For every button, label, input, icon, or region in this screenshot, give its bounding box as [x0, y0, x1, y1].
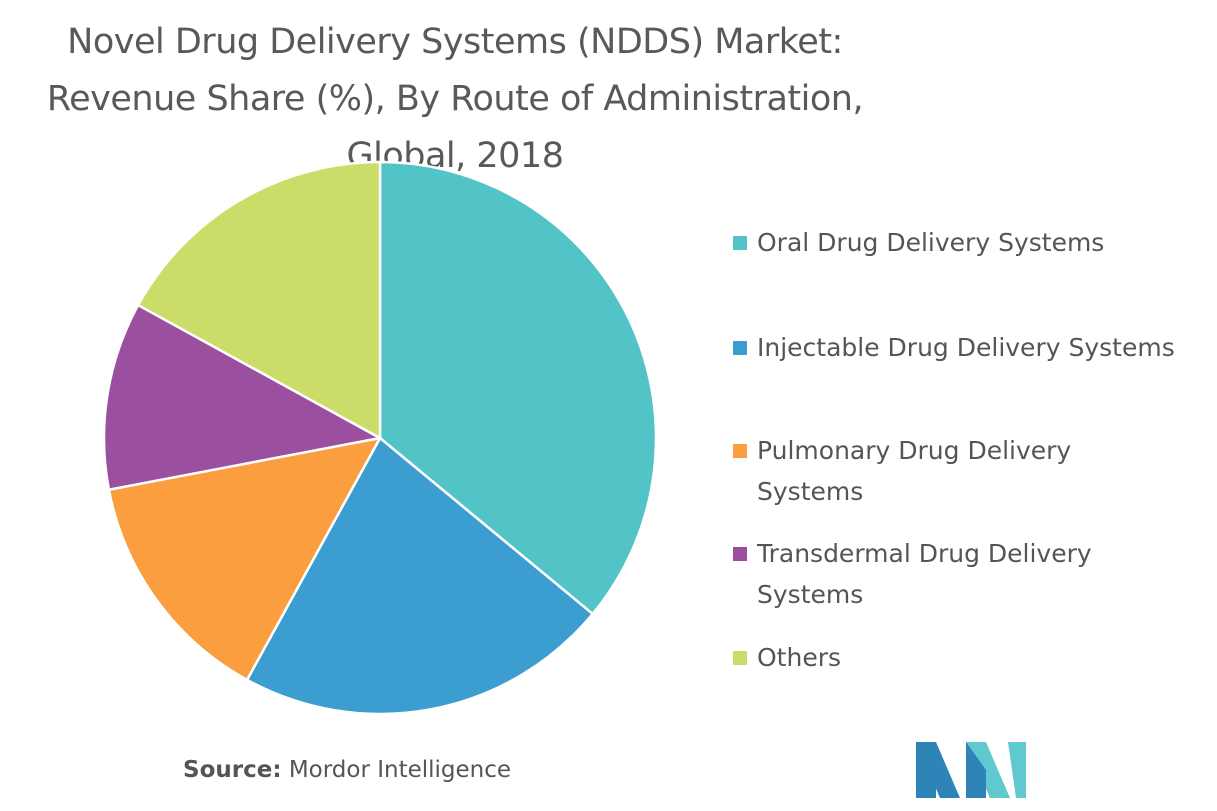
pie-slice-pulmonary [107, 436, 382, 682]
chart-title-line-2: Revenue Share (%), By Route of Administr… [46, 79, 864, 119]
legend-swatch-oral [733, 236, 747, 250]
legend-label-oral: Oral Drug Delivery Systems [757, 228, 1105, 257]
pie-slice-others [136, 160, 382, 440]
mordor-intelligence-logo [916, 742, 1026, 798]
legend-swatch-pulmonary [733, 444, 747, 458]
source-text: Mordor Intelligence [281, 757, 512, 783]
pie-slice-transdermal [102, 303, 382, 491]
pie-slice-oral [378, 160, 658, 616]
legend-swatch-others [733, 651, 747, 665]
legend-label-transdermal: Transdermal Drug Delivery Systems [757, 539, 1092, 609]
pie-chart [102, 160, 658, 716]
source-note: Source: Mordor Intelligence [183, 757, 511, 783]
chart-title: Novel Drug Delivery Systems (NDDS) Marke… [0, 14, 910, 185]
legend-label-injectable: Injectable Drug Delivery Systems [757, 333, 1175, 362]
source-label: Source: [183, 757, 282, 783]
chart-title-line-1: Novel Drug Delivery Systems (NDDS) Marke… [67, 22, 843, 62]
pie-slice-injectable [245, 436, 594, 716]
legend-swatch-injectable [733, 341, 747, 355]
legend-label-pulmonary: Pulmonary Drug Delivery Systems [757, 436, 1072, 506]
legend-label-others: Others [757, 643, 842, 672]
legend-swatch-transdermal [733, 547, 747, 561]
